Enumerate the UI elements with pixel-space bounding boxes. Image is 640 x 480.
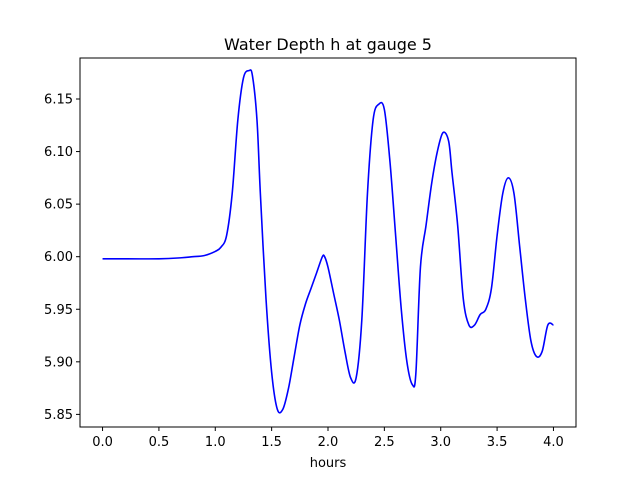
plot-frame	[79, 57, 577, 428]
x-tick-label: 4.0	[543, 435, 564, 450]
x-tick-label: 1.5	[261, 435, 282, 450]
x-tick-label: 3.0	[430, 435, 451, 450]
x-tick-label: 2.5	[374, 435, 395, 450]
x-tick-label: 0.0	[92, 435, 113, 450]
y-axis: 5.85 5.90 5.95 6.00 6.05 6.10 6.15	[44, 93, 80, 423]
y-tick-label: 6.05	[44, 198, 73, 213]
y-tick-label: 5.85	[44, 408, 73, 423]
y-tick-label: 5.90	[44, 355, 73, 370]
x-tick-label: 1.0	[205, 435, 226, 450]
chart-title: Water Depth h at gauge 5	[224, 35, 432, 54]
x-axis-label: hours	[310, 456, 347, 471]
y-tick-label: 5.95	[44, 303, 73, 318]
y-tick-label: 6.00	[44, 250, 73, 265]
y-tick-label: 6.10	[44, 145, 73, 160]
series-line	[102, 69, 554, 414]
y-tick-label: 6.15	[44, 93, 73, 108]
x-tick-label: 3.5	[487, 435, 508, 450]
x-axis: 0.0 0.5 1.0 1.5 2.0 2.5 3.0 3.5 4.0	[92, 427, 564, 450]
x-tick-label: 0.5	[149, 435, 170, 450]
x-tick-label: 2.0	[318, 435, 339, 450]
